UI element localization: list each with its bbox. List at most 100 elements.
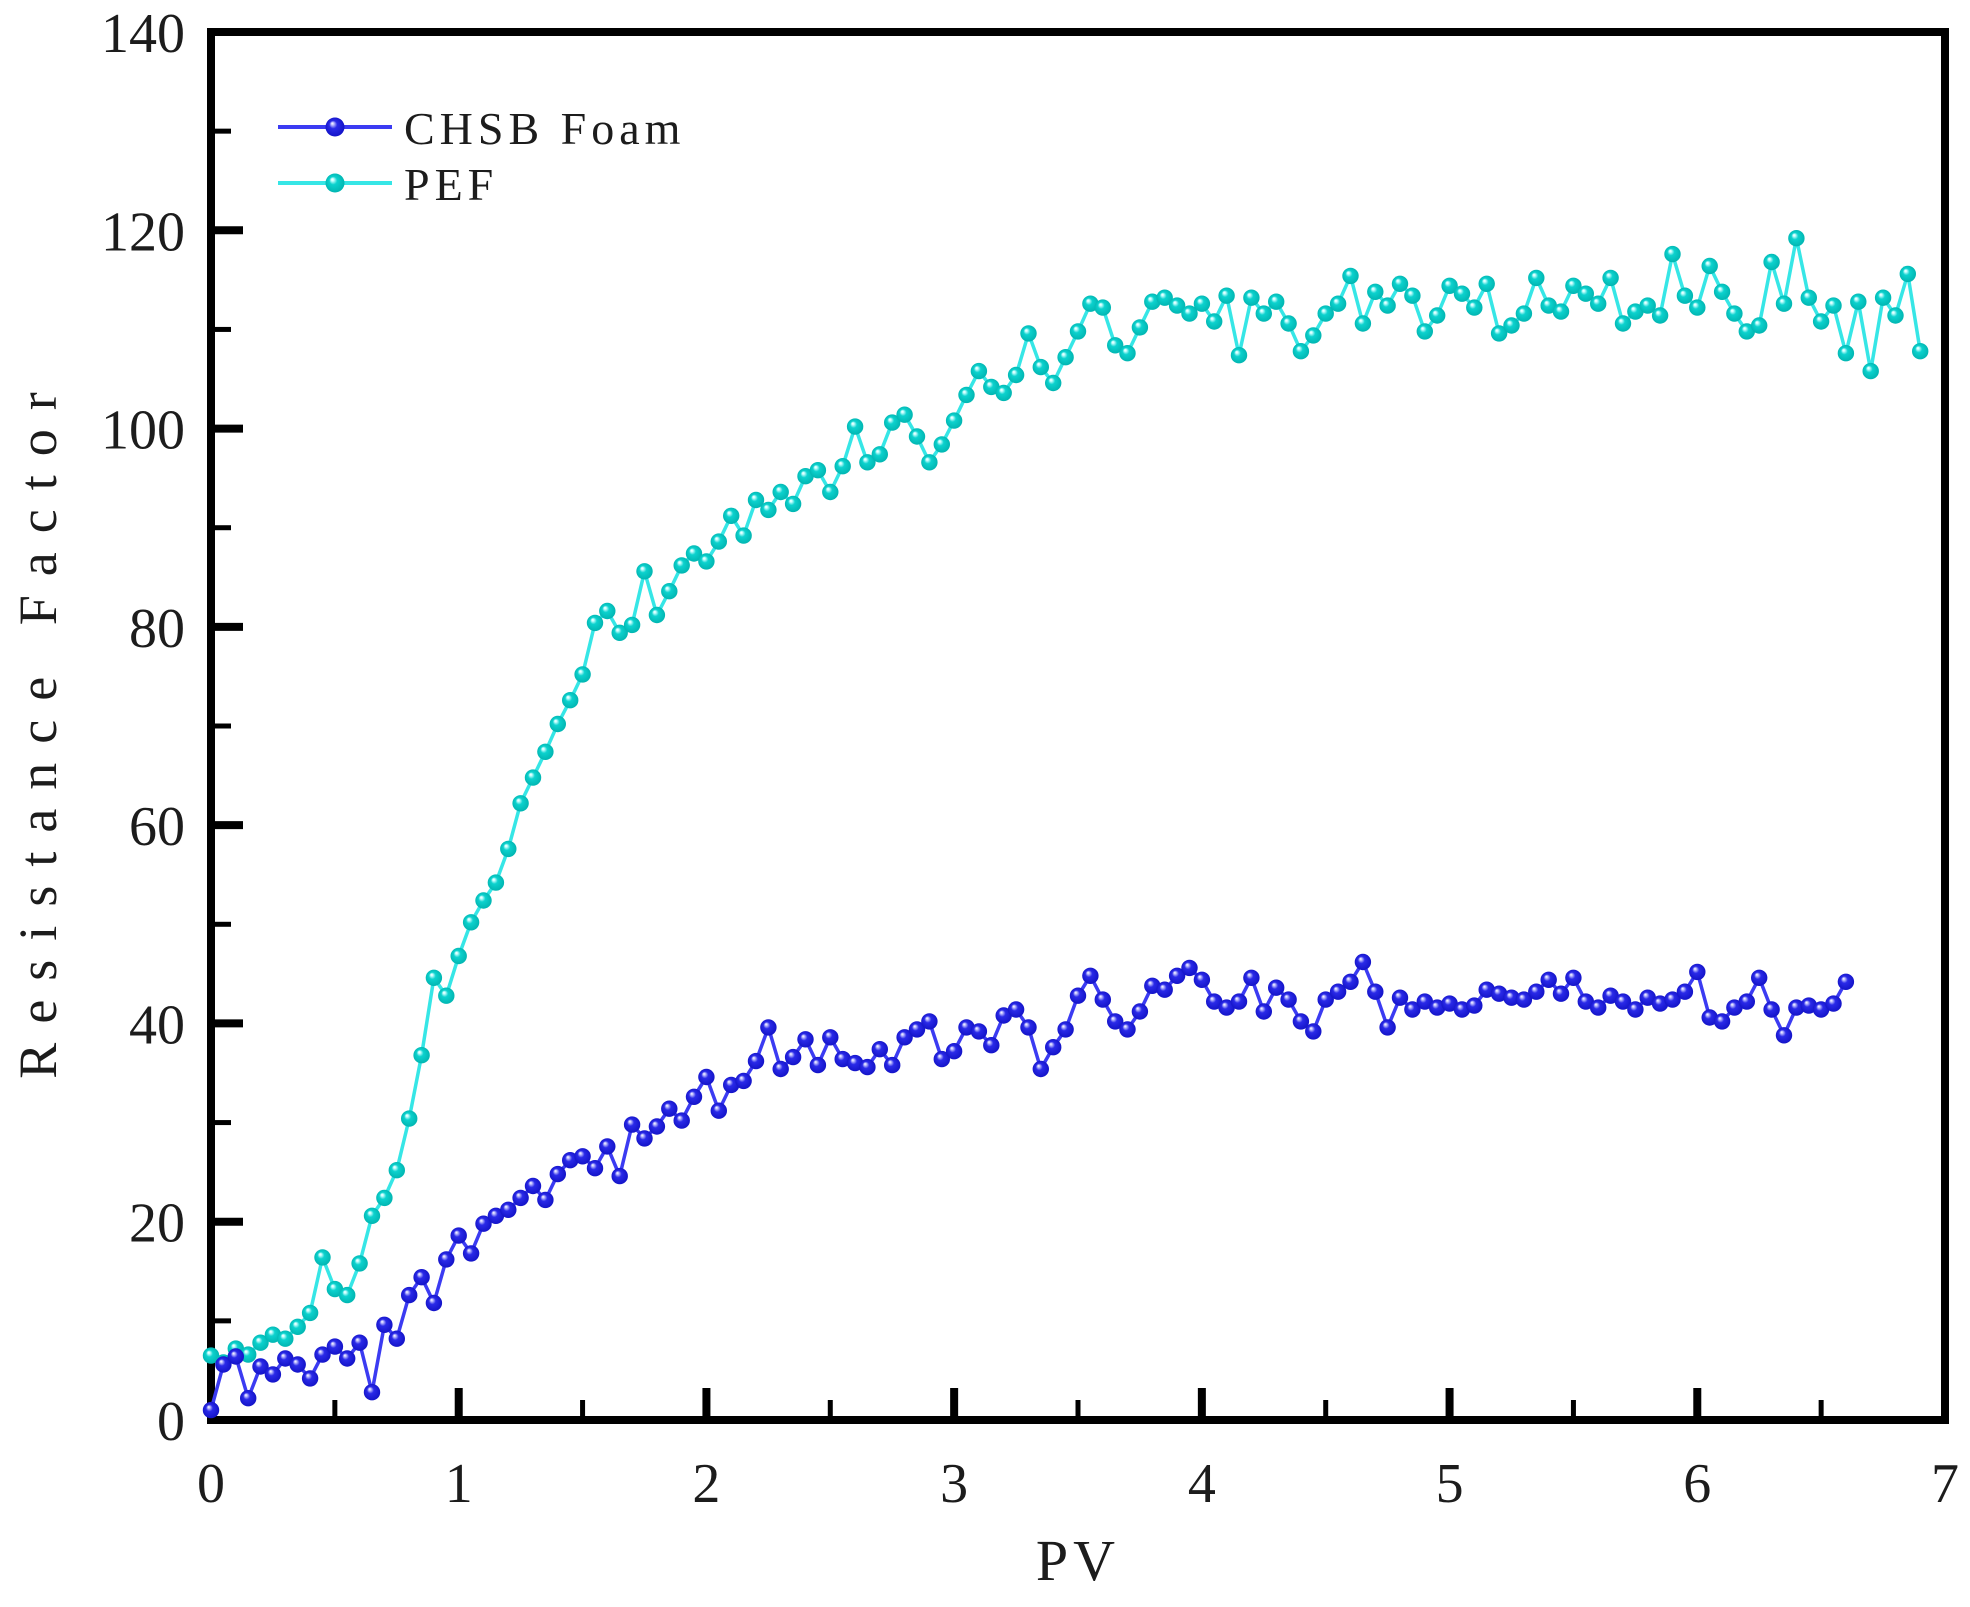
data-point — [1540, 971, 1557, 988]
data-point — [1057, 349, 1074, 366]
data-point — [735, 527, 752, 544]
data-point — [1552, 303, 1570, 320]
x-tick-label: 6 — [1683, 1453, 1711, 1515]
data-point — [277, 1350, 294, 1367]
data-point — [1168, 967, 1186, 984]
data-point — [710, 533, 727, 550]
legend: CHSB Foam PEF — [278, 103, 680, 210]
data-point — [710, 1102, 727, 1119]
data-point — [661, 1100, 678, 1117]
data-point — [834, 1050, 851, 1068]
data-point — [1515, 305, 1533, 322]
data-point — [908, 1021, 926, 1038]
data-point — [921, 1013, 938, 1030]
data-point — [896, 1029, 913, 1046]
data-point — [438, 987, 455, 1004]
data-point — [1775, 295, 1793, 312]
axis-ticks — [207, 28, 1949, 1424]
data-point — [413, 1269, 430, 1286]
data-point — [1800, 289, 1818, 306]
data-point — [599, 602, 616, 620]
data-point — [1664, 245, 1681, 263]
data-point — [215, 1356, 232, 1373]
data-point — [1590, 295, 1607, 312]
data-point — [1181, 305, 1198, 322]
data-point — [958, 1019, 975, 1036]
data-point — [1268, 293, 1285, 310]
data-point — [339, 1350, 356, 1367]
x-tick-label: 3 — [940, 1453, 968, 1515]
legend-marker-chsb-icon — [325, 117, 345, 137]
data-point — [983, 378, 1000, 396]
data-point — [1156, 289, 1173, 306]
data-point — [388, 1162, 405, 1179]
data-point — [1032, 1060, 1050, 1078]
data-point — [1193, 971, 1211, 988]
data-point — [1119, 1021, 1136, 1038]
data-point — [1429, 307, 1446, 324]
data-point — [1825, 995, 1842, 1012]
data-point — [326, 1280, 344, 1298]
data-point — [945, 1043, 963, 1060]
data-point — [1478, 275, 1495, 292]
data-point — [1255, 305, 1273, 322]
data-point — [586, 1160, 604, 1177]
data-point — [846, 418, 864, 435]
data-point — [1429, 999, 1446, 1016]
data-point — [1689, 299, 1706, 316]
data-point — [1329, 295, 1347, 312]
data-point — [1045, 1039, 1062, 1056]
data-point — [1280, 315, 1297, 332]
data-point — [574, 666, 591, 683]
data-point — [834, 458, 851, 475]
data-point — [1379, 1019, 1396, 1036]
data-point — [599, 1138, 616, 1155]
data-point — [1466, 997, 1483, 1014]
data-point — [1367, 283, 1384, 300]
data-point — [252, 1334, 269, 1351]
data-point — [747, 1052, 765, 1070]
data-point — [1416, 993, 1434, 1010]
data-point — [933, 436, 950, 453]
data-point — [908, 428, 926, 445]
data-point — [1453, 1001, 1471, 1018]
data-point — [277, 1330, 294, 1347]
data-point — [562, 1152, 579, 1169]
data-point — [846, 1054, 864, 1072]
data-point — [623, 1116, 641, 1133]
data-point — [1565, 277, 1582, 294]
data-point — [438, 1251, 455, 1268]
data-point — [1552, 985, 1570, 1002]
data-point — [425, 969, 443, 986]
data-point — [512, 1189, 529, 1207]
data-point — [1887, 307, 1904, 324]
data-point — [1788, 230, 1805, 247]
data-point — [549, 1165, 566, 1183]
data-point — [388, 1330, 405, 1347]
data-point — [1639, 989, 1656, 1006]
data-point — [524, 1177, 542, 1195]
data-point — [784, 1048, 802, 1066]
legend-item-pef: PEF — [278, 159, 493, 210]
data-point — [1466, 299, 1483, 316]
data-point — [252, 1358, 269, 1375]
x-tick-label: 4 — [1188, 1453, 1216, 1515]
data-point — [1305, 1023, 1322, 1040]
data-point — [240, 1390, 257, 1407]
data-point — [1107, 1013, 1124, 1030]
data-point — [1082, 967, 1099, 984]
data-point — [747, 491, 765, 509]
data-point — [1181, 959, 1198, 977]
data-point — [1230, 347, 1248, 364]
data-point — [1490, 325, 1508, 342]
data-point — [1912, 343, 1929, 360]
data-point — [797, 468, 814, 485]
data-point — [202, 1347, 220, 1364]
data-point — [983, 1037, 1000, 1054]
data-point — [574, 1148, 591, 1165]
x-tick-label: 7 — [1931, 1453, 1959, 1515]
y-tick-label: 100 — [101, 400, 185, 462]
data-point — [1144, 293, 1161, 310]
data-point — [822, 483, 839, 501]
data-point — [1689, 963, 1706, 981]
